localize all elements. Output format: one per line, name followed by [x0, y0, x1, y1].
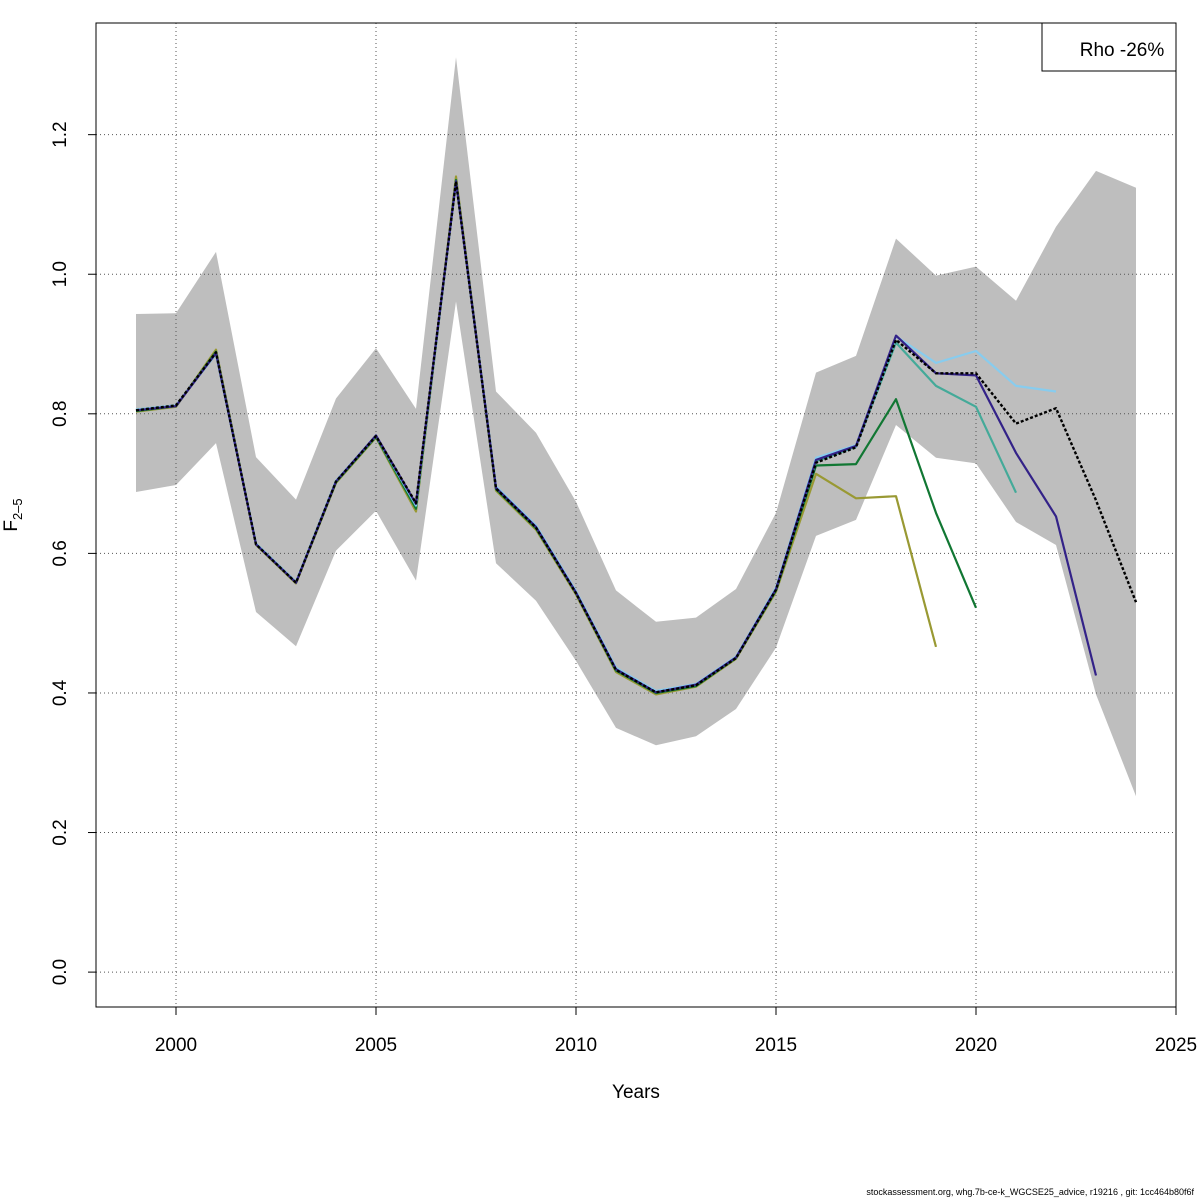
y-tick-label-0-2: 0.2	[50, 819, 71, 845]
x-tick-label-2015: 2015	[755, 1035, 797, 1056]
y-tick-label-0: 0.0	[50, 959, 71, 985]
grid-layer	[96, 23, 1176, 1007]
legend-box	[1041, 22, 1177, 72]
x-tick-label-2020: 2020	[955, 1035, 997, 1056]
x-tick-label-2025: 2025	[1155, 1035, 1197, 1056]
y-tick-label-0-4: 0.4	[50, 679, 71, 706]
y-axis-label-sub: 2–5	[10, 498, 25, 520]
y-axis-label: F2–5	[1, 498, 25, 531]
y-tick-label-0-6: 0.6	[50, 540, 71, 566]
y-tick-label-1: 1.0	[50, 261, 71, 287]
y-tick-label-1-2: 1.2	[50, 121, 71, 147]
x-axis-label: Years	[612, 1082, 660, 1103]
x-tick-label-2005: 2005	[355, 1035, 397, 1056]
legend: Rho -26%	[1041, 22, 1177, 72]
series-layer	[135, 175, 1138, 696]
footer-credit: stockassessment.org, whg.7b-ce-k_WGCSE25…	[866, 1187, 1194, 1197]
confidence-band-layer	[136, 57, 1136, 797]
x-tick-label-2010: 2010	[555, 1035, 597, 1056]
axis-layer: 2000 2005 2010 2015 2020 2025 0.0 0.2 0.4 0.6 0.8 1…	[50, 121, 1197, 1056]
plot-frame	[95, 22, 1177, 1008]
y-tick-label-0-8: 0.8	[50, 401, 71, 427]
x-tick-label-2000: 2000	[155, 1035, 197, 1056]
series-line-final	[135, 180, 1138, 694]
svg-text:F2–5: F2–5	[1, 498, 25, 531]
legend-text: Rho -26%	[1080, 40, 1165, 61]
y-axis-label-main: F	[1, 520, 22, 532]
confidence-band	[136, 57, 1136, 797]
